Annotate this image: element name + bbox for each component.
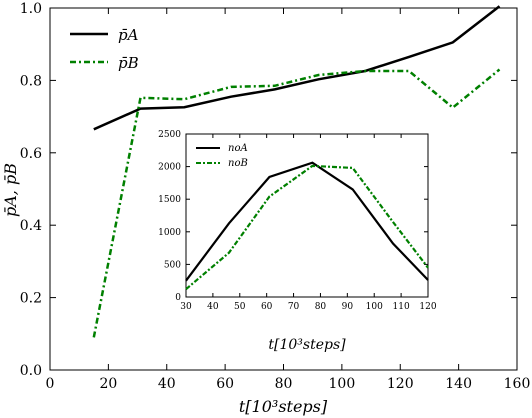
main-y-axis-label: p̄A, p̄B xyxy=(1,163,20,217)
inset-x-axis-label: t[10³steps] xyxy=(268,337,346,353)
inset-ticks: 30 40 50 60 70 80 90 100 110 120 0 500 1000 1500 2000 2… xyxy=(158,130,437,312)
main-x-tick-label: 20 xyxy=(99,376,117,392)
inset-x-tick-label: 110 xyxy=(393,302,410,312)
inset-y-tick-label: 2000 xyxy=(158,163,181,173)
inset-y-tick-label: 1500 xyxy=(158,195,181,205)
main-ticks: 0 20 40 60 80 100 120 140 160 0.0 0.2 0.4 0.6 0.8 1.0 xyxy=(20,1,531,392)
inset-x-tick-label: 70 xyxy=(288,302,300,312)
inset-series xyxy=(185,161,429,291)
inset-x-tick-label: 50 xyxy=(234,302,246,312)
main-x-tick-label: 100 xyxy=(329,376,356,392)
inset-x-tick-label: 100 xyxy=(366,302,383,312)
main-x-tick-label: 40 xyxy=(158,376,176,392)
inset-x-tick-label: 30 xyxy=(180,302,192,312)
main-x-tick-label: 120 xyxy=(387,376,414,392)
main-x-axis-label: t[10³steps] xyxy=(239,397,328,416)
main-series-line-b xyxy=(92,68,501,338)
main-x-tick-label: 0 xyxy=(46,376,55,392)
inset-plot: 30 40 50 60 70 80 90 100 110 120 0 500 1000 1500 2000 2… xyxy=(158,130,437,353)
inset-x-tick-label: 40 xyxy=(207,302,219,312)
inset-x-tick-label: 80 xyxy=(315,302,327,312)
inset-y-tick-label: 1000 xyxy=(158,228,181,238)
main-x-tick-label: 140 xyxy=(445,376,472,392)
inset-plot-background xyxy=(186,134,428,297)
main-y-tick-label: 1.0 xyxy=(20,1,42,17)
inset-x-tick-label: 60 xyxy=(261,302,273,312)
main-series-line-a xyxy=(93,5,501,131)
legend-label-noA: noA xyxy=(228,143,248,154)
main-y-tick-label: 0.8 xyxy=(20,73,42,89)
main-legend: p̄A p̄B xyxy=(70,26,139,72)
main-x-tick-label: 160 xyxy=(504,376,531,392)
legend-label-noB: noB xyxy=(228,158,248,169)
inset-series-line-b xyxy=(185,164,429,291)
inset-x-tick-label: 90 xyxy=(342,302,354,312)
main-x-tick-label: 80 xyxy=(275,376,293,392)
main-y-tick-label: 0.6 xyxy=(20,146,42,162)
main-y-tick-label: 0.4 xyxy=(20,218,42,234)
inset-y-tick-label: 2500 xyxy=(158,130,181,140)
inset-legend: noA noB xyxy=(196,143,248,169)
main-y-tick-label: 0.2 xyxy=(20,291,42,307)
legend-label-pB: p̄B xyxy=(118,54,139,72)
main-x-tick-label: 60 xyxy=(216,376,234,392)
inset-y-tick-label: 500 xyxy=(164,260,181,270)
main-series xyxy=(92,5,501,338)
inset-x-tick-label: 120 xyxy=(419,302,436,312)
main-y-tick-label: 0.0 xyxy=(20,363,42,379)
inset-series-line-a xyxy=(185,161,429,282)
inset-plot-frame xyxy=(185,133,429,298)
legend-label-pA: p̄A xyxy=(118,26,139,44)
inset-y-tick-label: 0 xyxy=(175,293,181,303)
